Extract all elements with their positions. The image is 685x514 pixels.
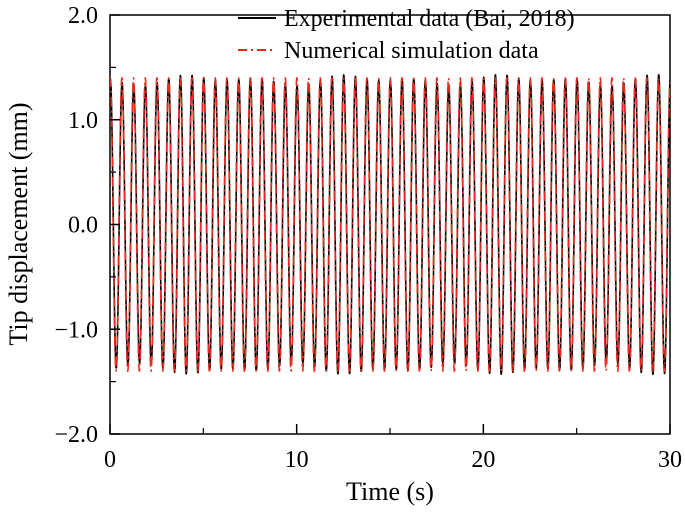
- y-tick-label: −1.0: [54, 317, 98, 343]
- x-tick-label: 30: [658, 447, 682, 473]
- legend-label-experimental: Experimental data (Bai, 2018): [284, 6, 575, 32]
- series-line-numerical: [110, 77, 670, 372]
- y-tick-label: −2.0: [54, 422, 98, 448]
- legend: Experimental data (Bai, 2018) Numerical …: [238, 6, 575, 64]
- y-axis-title: Tip displacement (mm): [4, 102, 33, 345]
- x-tick-label: 20: [471, 447, 495, 473]
- y-tick-label: 0.0: [68, 213, 98, 239]
- y-tick-label: 1.0: [68, 108, 98, 134]
- x-tick-label: 0: [104, 447, 116, 473]
- x-tick-label: 10: [285, 447, 309, 473]
- x-axis-title: Time (s): [346, 477, 434, 506]
- y-tick-label: 2.0: [68, 3, 98, 29]
- legend-label-numerical: Numerical simulation data: [284, 38, 539, 64]
